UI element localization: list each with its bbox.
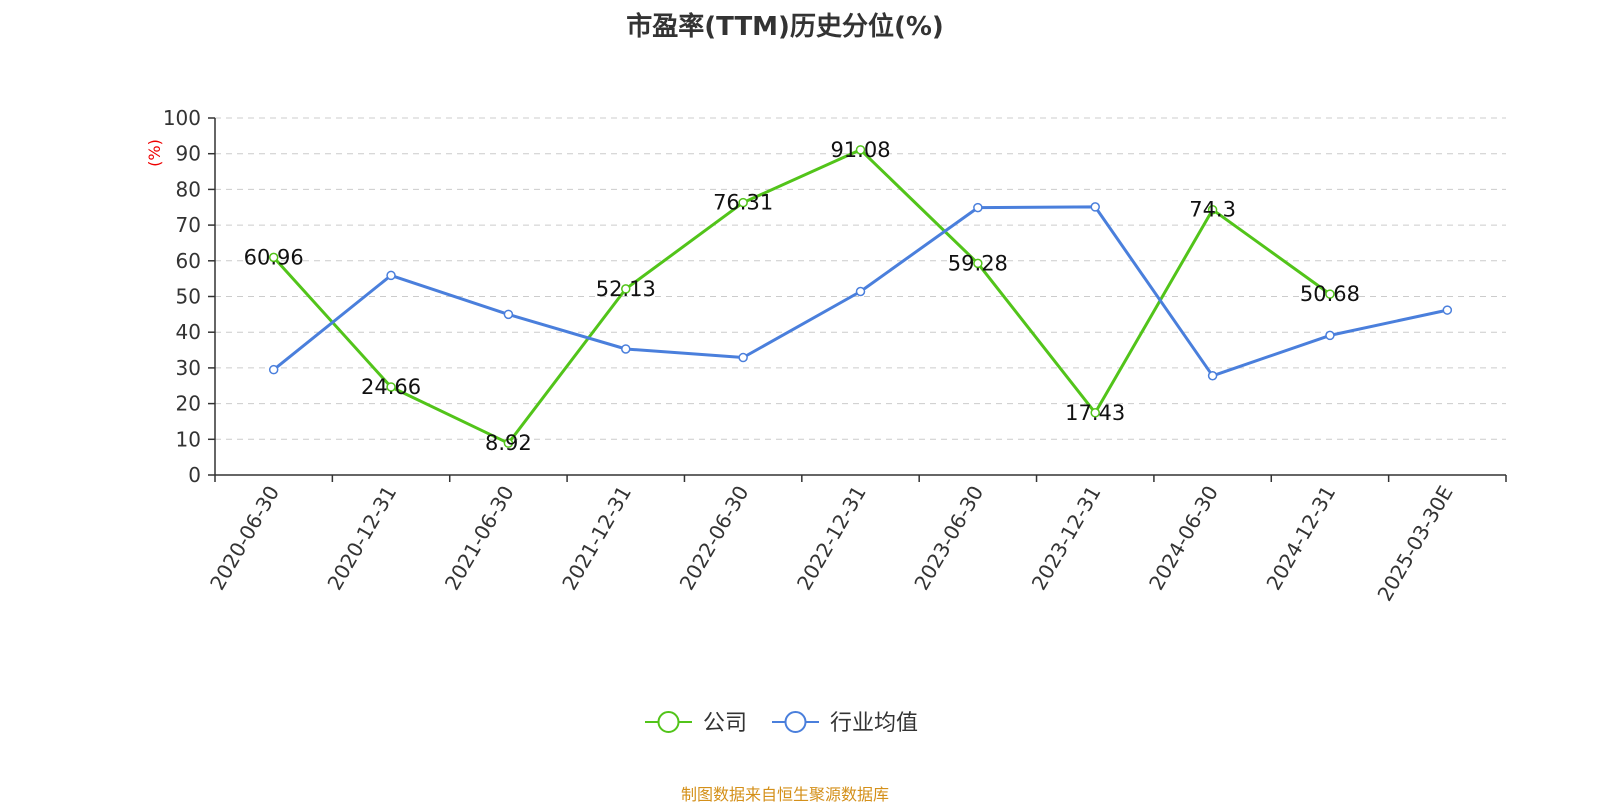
x-tick-label: 2020-12-31 (322, 481, 401, 594)
y-tick-label: 60 (176, 249, 201, 273)
data-point (268, 252, 279, 263)
y-axis-unit: (%) (145, 139, 164, 167)
source-note: 制图数据来自恒生聚源数据库 (680, 785, 889, 804)
x-tick-label: 2022-12-31 (792, 482, 871, 595)
x-tick-label: 2023-06-30 (909, 482, 988, 595)
chart-title: 市盈率(TTM)历史分位(%) (626, 12, 944, 42)
legend-label: 行业均值 (830, 711, 918, 736)
data-point (738, 197, 748, 208)
data-point (973, 202, 983, 213)
data-point (1207, 371, 1218, 381)
series-line-0 (272, 148, 1331, 445)
legend-marker (657, 711, 680, 733)
y-tick-label: 0 (188, 463, 201, 487)
data-labels: 60.96 24.66 8.92 52.13 76.31 91.08 59.28 17.43 7… (244, 138, 1360, 455)
data-point (1090, 408, 1100, 418)
legend: 公司 行业均值 (645, 711, 918, 736)
data-point (503, 309, 514, 320)
data-label: 59.28 (948, 251, 1008, 275)
data-point (1325, 330, 1335, 341)
y-tick-label: 70 (176, 213, 201, 237)
data-point (621, 284, 631, 294)
data-point (1442, 305, 1453, 315)
data-label: 91.08 (830, 138, 890, 162)
data-point (1325, 289, 1335, 299)
data-points (268, 145, 1453, 448)
x-tick-label: 2021-12-31 (557, 482, 636, 595)
legend-label: 公司 (703, 711, 747, 736)
axes: 0 10 20 30 40 50 60 70 80 90 100 (%) 2020-06-30 2020-… (145, 106, 1507, 606)
y-tick-label: 80 (176, 177, 201, 201)
x-tick-label: 2024-12-31 (1261, 482, 1340, 595)
data-point (855, 145, 866, 155)
data-point (1090, 202, 1100, 212)
data-point (386, 382, 396, 392)
x-tick-label: 2024-06-30 (1144, 482, 1223, 595)
data-label: 24.66 (361, 375, 421, 399)
x-tick-label: 2025-03-30E (1372, 482, 1457, 606)
y-tick-label: 90 (176, 142, 201, 166)
data-point (503, 438, 514, 448)
data-label: 52.13 (596, 277, 656, 301)
data-label: 8.92 (485, 431, 532, 455)
data-point (268, 364, 279, 375)
y-tick-label: 40 (176, 320, 201, 344)
data-point (621, 344, 631, 354)
y-tick-label: 100 (163, 106, 201, 130)
data-point (855, 286, 866, 297)
data-point (386, 270, 396, 281)
data-label: 74.3 (1189, 198, 1236, 222)
data-point (738, 352, 748, 363)
x-tick-label: 2023-12-31 (1027, 482, 1106, 595)
data-label: 60.96 (244, 245, 304, 269)
data-point (973, 258, 983, 269)
x-tick-label: 2022-06-30 (675, 482, 754, 595)
data-point (1207, 204, 1218, 215)
y-tick-label: 30 (176, 356, 201, 380)
data-label: 76.31 (713, 191, 773, 215)
legend-marker (784, 711, 807, 733)
data-label: 50.68 (1300, 282, 1360, 306)
data-label: 17.43 (1065, 401, 1125, 425)
x-tick-label: 2021-06-30 (440, 482, 519, 595)
y-tick-label: 50 (176, 285, 201, 309)
y-tick-label: 20 (176, 392, 201, 416)
x-tick-label: 2020-06-30 (205, 482, 284, 595)
y-tick-label: 10 (176, 427, 201, 451)
